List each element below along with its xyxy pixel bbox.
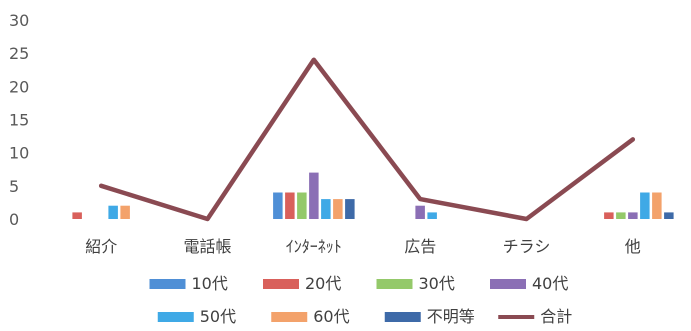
legend-label: 60代: [313, 307, 349, 326]
bar-30代-ｲﾝﾀｰﾈｯﾄ: [297, 192, 307, 219]
line-合計: [98, 57, 636, 222]
legend-swatch: [271, 312, 308, 322]
bar-40代-ｲﾝﾀｰﾈｯﾄ: [309, 172, 319, 219]
legend-swatch: [157, 312, 194, 322]
legend-label: 50代: [200, 307, 236, 326]
legend-item-30代: 30代: [376, 274, 455, 293]
category-label: 紹介: [85, 237, 117, 256]
y-tick-label: 15: [9, 111, 29, 130]
bar-10代-ｲﾝﾀｰﾈｯﾄ: [273, 192, 283, 219]
category-label: 他: [625, 237, 641, 256]
bar-60代-ｲﾝﾀｰﾈｯﾄ: [333, 199, 343, 219]
y-tick-label: 25: [9, 44, 29, 63]
bar-50代-広告: [427, 212, 437, 219]
bar-不明等-ｲﾝﾀｰﾈｯﾄ: [345, 199, 355, 219]
legend-item-50代: 50代: [157, 307, 236, 326]
bar-50代-紹介: [108, 205, 118, 219]
legend-item-40代: 40代: [490, 274, 568, 293]
category-label: 広告: [404, 237, 436, 256]
legend-label: 30代: [419, 274, 455, 293]
category-label: チラシ: [503, 237, 551, 256]
legend-swatch: [384, 312, 421, 322]
bar-50代-ｲﾝﾀｰﾈｯﾄ: [321, 199, 331, 219]
legend-label: 合計: [540, 307, 572, 326]
legend-item-60代: 60代: [271, 307, 350, 326]
bars: [72, 172, 674, 219]
legend-item-不明等: 不明等: [384, 307, 475, 326]
y-tick-label: 30: [9, 11, 29, 30]
x-axis: 紹介 電話帳 ｲﾝﾀｰﾈｯﾄ 広告 チラシ 他: [85, 237, 641, 256]
legend-item-合計: 合計: [498, 307, 572, 326]
legend-label: 10代: [192, 274, 228, 293]
legend-label: 40代: [532, 274, 568, 293]
bar-50代-他: [640, 192, 650, 219]
bar-不明等-他: [664, 212, 674, 219]
bar-20代-ｲﾝﾀｰﾈｯﾄ: [285, 192, 295, 219]
legend-swatch: [263, 279, 299, 289]
legend-item-10代: 10代: [149, 274, 228, 293]
bar-40代-他: [628, 212, 638, 219]
bar-20代-紹介: [72, 212, 82, 219]
category-label: ｲﾝﾀｰﾈｯﾄ: [286, 237, 342, 256]
y-axis: 0 5 10 15 20 25 30: [9, 11, 29, 229]
bar-60代-紹介: [120, 205, 130, 219]
legend-swatch: [376, 279, 413, 289]
legend: 10代 20代 30代 40代 50代 60代 不明等 合計: [149, 274, 572, 326]
legend-label: 20代: [305, 274, 341, 293]
legend-swatch: [490, 279, 526, 289]
legend-item-20代: 20代: [263, 274, 341, 293]
y-tick-label: 0: [9, 210, 19, 229]
bar-40代-広告: [415, 205, 425, 219]
y-tick-label: 10: [9, 144, 29, 163]
y-tick-label: 5: [9, 177, 19, 196]
legend-label: 不明等: [427, 307, 475, 326]
total-line: [98, 57, 636, 222]
bar-30代-他: [616, 212, 626, 219]
category-label: 電話帳: [183, 237, 231, 256]
bar-60代-他: [652, 192, 662, 219]
legend-swatch: [149, 279, 186, 289]
bar-20代-他: [604, 212, 614, 219]
y-tick-label: 20: [9, 77, 29, 96]
